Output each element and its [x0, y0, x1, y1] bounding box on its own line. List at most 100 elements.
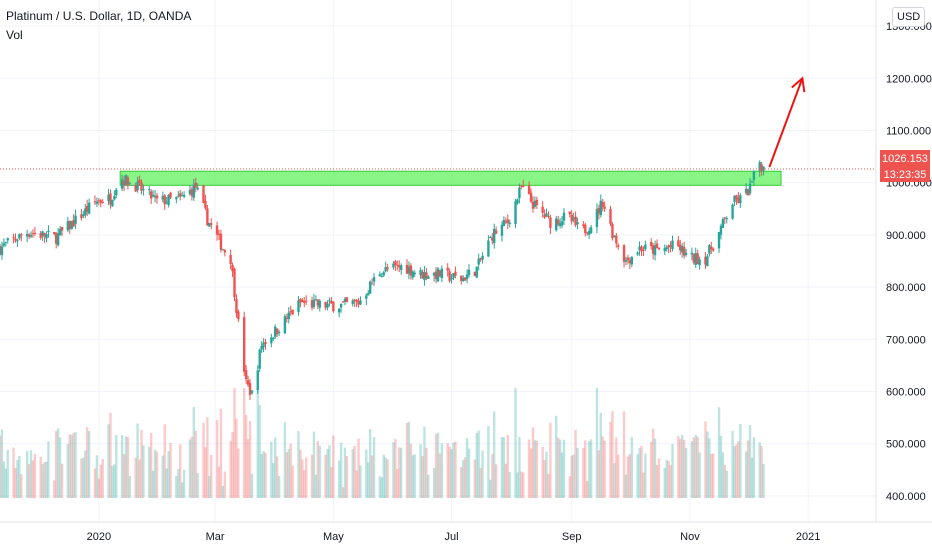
candle-body	[452, 272, 455, 278]
volume-bar	[270, 441, 273, 498]
volume-bar	[731, 430, 734, 498]
candle-body	[299, 299, 302, 303]
volume-bar	[343, 447, 347, 498]
volume-bar	[244, 414, 248, 498]
candle-body	[0, 246, 4, 256]
candle-body	[434, 271, 438, 279]
candle-body	[297, 300, 300, 313]
volume-bar	[624, 474, 628, 498]
candle-body	[733, 195, 736, 202]
candle-body	[394, 261, 397, 265]
candle-body	[489, 237, 492, 239]
volume-bar	[47, 441, 50, 498]
candle-body	[182, 194, 186, 197]
candle-body	[382, 272, 385, 276]
candle-body	[411, 271, 415, 278]
candle-body	[750, 181, 754, 183]
volume-bar	[326, 449, 329, 498]
candle-body	[396, 264, 399, 266]
candle-body	[192, 184, 196, 198]
time-tick-label: May	[323, 531, 344, 543]
candle-body	[597, 208, 601, 214]
volume-bar	[438, 453, 442, 498]
volume-bar	[603, 440, 606, 498]
candle-body	[318, 300, 321, 308]
volume-bar	[750, 457, 754, 498]
currency-button[interactable]: USD	[892, 7, 926, 27]
volume-bar	[543, 459, 546, 498]
candle-body	[314, 299, 318, 301]
candle-body	[378, 274, 382, 277]
volume-bar	[305, 457, 308, 498]
candle-body	[626, 257, 630, 260]
volume-bar	[752, 437, 756, 498]
candle-body	[630, 256, 634, 265]
candle-body	[698, 259, 701, 266]
volume-bar	[196, 473, 199, 498]
candle-body	[706, 256, 709, 267]
candle-body	[202, 185, 205, 203]
volume-bar	[680, 434, 684, 498]
candle-body	[684, 252, 688, 255]
volume-bar	[380, 477, 383, 498]
candle-body	[39, 233, 42, 238]
volume-bar	[628, 454, 632, 498]
volume-bar	[274, 437, 277, 498]
candle-body	[43, 233, 46, 237]
volume-bar	[529, 448, 533, 498]
volume-bar	[494, 464, 498, 498]
time-axis[interactable]: 2020 Mar May Jul Sep Nov 2021	[87, 531, 821, 543]
candle-body	[392, 263, 395, 268]
volume-bar	[411, 455, 415, 498]
candle-body	[636, 252, 639, 255]
candle-body	[210, 223, 213, 225]
volume-bar	[264, 452, 267, 498]
symbol-title[interactable]: Platinum / U.S. Dollar, 1D, OANDA	[6, 9, 192, 23]
candle-body	[370, 283, 374, 285]
candle-body	[386, 267, 389, 270]
candle-body	[161, 195, 164, 200]
volume-bar	[692, 437, 696, 498]
volume-bar	[138, 459, 141, 498]
candle-body	[477, 258, 480, 265]
candle-body	[80, 214, 83, 219]
candle-body	[2, 243, 6, 246]
candle-body	[520, 185, 523, 187]
candle-body	[622, 245, 626, 262]
volume-bar	[142, 445, 145, 498]
volume-bar	[630, 437, 634, 498]
volume-bar	[725, 470, 728, 498]
candle-body	[84, 208, 87, 216]
volume-bar	[555, 415, 558, 498]
volume-bar	[649, 441, 653, 498]
volume-bar	[0, 429, 4, 498]
volume-bar	[626, 456, 630, 498]
price-tick-label: 600.000	[886, 387, 926, 399]
candle-body	[533, 201, 537, 207]
volume-indicator-label[interactable]: Vol	[6, 28, 23, 42]
candle-body	[167, 194, 170, 205]
candle-body	[425, 272, 428, 279]
candle-body	[446, 267, 449, 271]
volume-bar	[2, 461, 6, 498]
candle-body	[655, 243, 659, 249]
volume-bar	[541, 446, 544, 498]
volume-bar	[425, 447, 428, 498]
candle-body	[739, 195, 742, 204]
volume-bar	[86, 427, 89, 498]
candle-body	[721, 219, 725, 228]
price-axis[interactable]: 1300.0001200.0001100.0001000.000900.0008…	[886, 21, 932, 503]
volume-bar	[436, 432, 440, 498]
candle-body	[522, 185, 525, 188]
candle-body	[680, 246, 684, 253]
candle-body	[760, 164, 763, 172]
candle-body	[603, 206, 606, 209]
candle-body	[55, 233, 58, 244]
candle-body	[339, 303, 343, 308]
candle-body	[180, 195, 184, 197]
volume-bar	[165, 468, 168, 498]
volume-bar	[221, 485, 225, 498]
candle-body	[487, 240, 490, 257]
candle-body	[541, 206, 544, 213]
